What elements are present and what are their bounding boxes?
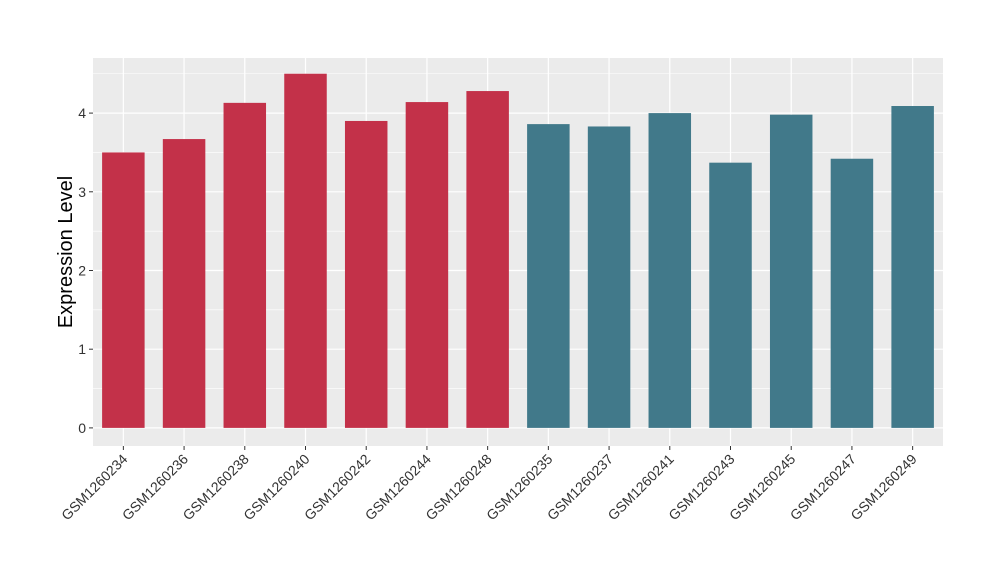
bar <box>284 73 327 428</box>
y-tick-label: 0 <box>78 420 86 436</box>
bar <box>102 152 145 428</box>
bar <box>830 158 874 428</box>
bar <box>891 106 934 428</box>
bar <box>344 120 388 428</box>
bar <box>223 102 267 428</box>
bar <box>769 114 813 428</box>
bar <box>466 91 509 428</box>
bar <box>709 162 752 428</box>
y-tick-label: 2 <box>78 262 86 278</box>
bar <box>162 139 206 428</box>
bar <box>587 126 631 428</box>
plot-panel <box>93 58 943 446</box>
y-tick-label: 1 <box>78 341 86 357</box>
bar <box>405 102 449 428</box>
bar <box>648 113 692 428</box>
y-axis-label: Expression Level <box>55 176 77 328</box>
bar <box>527 124 570 428</box>
y-tick-label: 4 <box>78 105 86 121</box>
y-tick-label: 3 <box>78 184 86 200</box>
